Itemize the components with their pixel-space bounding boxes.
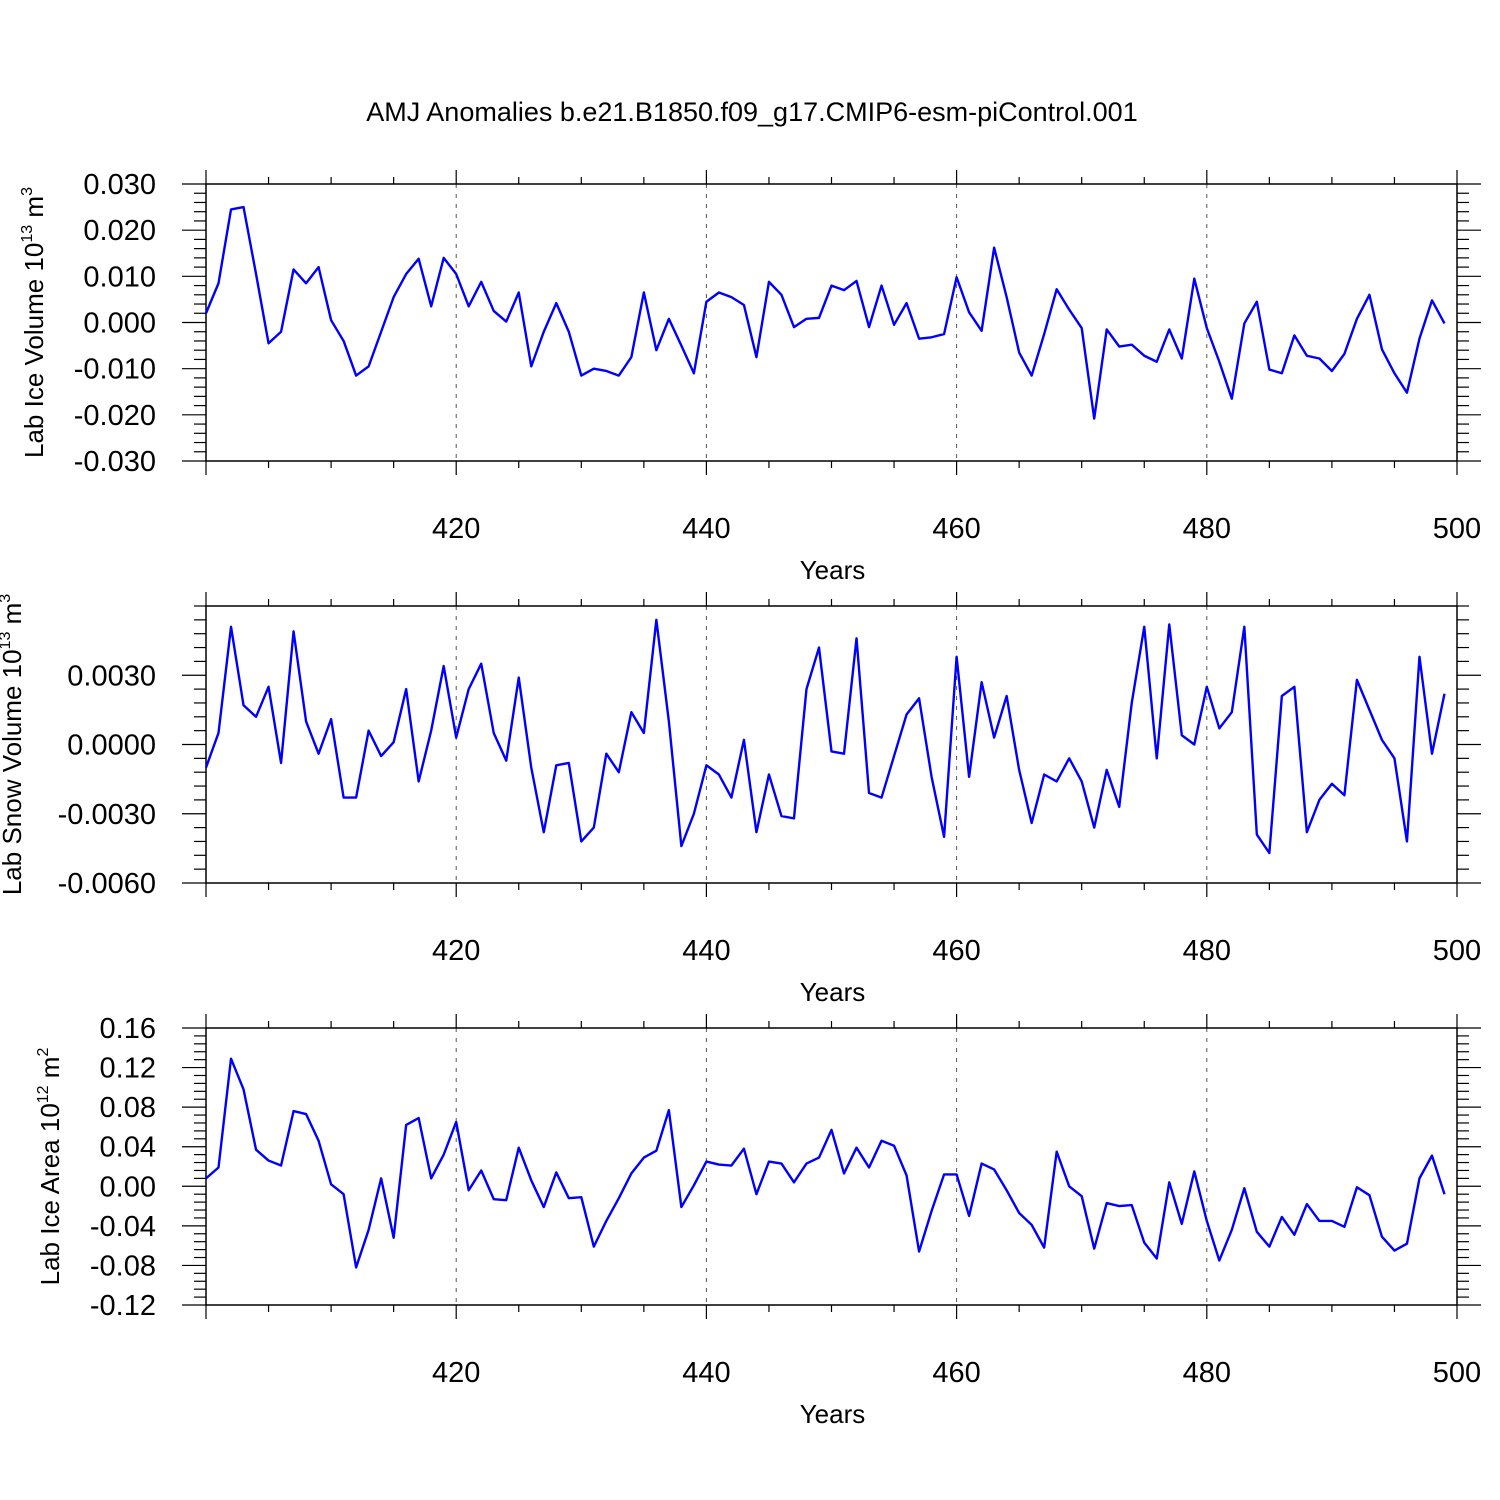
y-tick-label: -0.04 xyxy=(90,1211,156,1243)
x-axis-label: Years xyxy=(800,555,866,585)
plot-frame xyxy=(205,1027,1458,1306)
series-line xyxy=(204,205,1446,420)
y-tick-label: 0.12 xyxy=(100,1053,156,1085)
x-tick-label: 440 xyxy=(682,513,730,545)
y-axis-label: Lab Ice Area 1012 m2 xyxy=(35,1048,65,1286)
x-tick-label: 440 xyxy=(682,1357,730,1389)
x-axis-label: Years xyxy=(800,977,866,1007)
y-tick-label: 0.04 xyxy=(100,1132,156,1164)
x-axis-label: Years xyxy=(800,1399,866,1429)
y-tick-label: -0.08 xyxy=(90,1250,156,1282)
y-tick-label: 0.0030 xyxy=(67,660,156,692)
x-tick-label: 500 xyxy=(1433,935,1481,967)
x-tick-label: 420 xyxy=(432,513,480,545)
y-axis-label: Lab Ice Volume 1013 m3 xyxy=(19,187,49,458)
x-tick-label: 420 xyxy=(432,1357,480,1389)
y-tick-label: 0.08 xyxy=(100,1092,156,1124)
panel-2: 420 440 460 480 500 0.0030 0.0000 -0.0030 -0.006… xyxy=(0,592,1481,1007)
y-tick-label: 0.16 xyxy=(100,1013,156,1045)
plot-frame xyxy=(205,183,1458,462)
y-tick-label: -0.0030 xyxy=(58,799,156,831)
y-tick-label: -0.12 xyxy=(90,1290,156,1322)
y-tick-label: 0.010 xyxy=(83,261,156,293)
y-tick-label: 0.0000 xyxy=(67,730,156,762)
x-tick-label: 460 xyxy=(932,1357,980,1389)
y-tick-label: 0.030 xyxy=(83,169,156,201)
panel-3: 420 440 460 480 500 0.16 0.12 0.08 0.04 0.00 -0.04… xyxy=(35,1013,1481,1429)
x-tick-label: 440 xyxy=(682,935,730,967)
y-tick-label: 0.020 xyxy=(83,215,156,247)
x-tick-label: 500 xyxy=(1433,513,1481,545)
series-line xyxy=(204,618,1446,855)
chart-title: AMJ Anomalies b.e21.B1850.f09_g17.CMIP6-… xyxy=(366,97,1137,127)
y-tick-label: 0.00 xyxy=(100,1171,156,1203)
x-tick-label: 460 xyxy=(932,513,980,545)
series-line xyxy=(205,1057,1446,1269)
y-tick-label: -0.030 xyxy=(74,446,156,478)
x-tick-label: 480 xyxy=(1183,513,1231,545)
y-tick-label: -0.0060 xyxy=(58,868,156,900)
y-tick-label: -0.010 xyxy=(74,354,156,386)
x-tick-label: 480 xyxy=(1183,935,1231,967)
panel-1: 420 440 460 480 500 0.030 0.020 0.010 0.000 -0.01… xyxy=(19,169,1481,585)
x-tick-label: 500 xyxy=(1433,1357,1481,1389)
x-tick-label: 420 xyxy=(432,935,480,967)
x-tick-label: 460 xyxy=(932,935,980,967)
y-tick-label: -0.020 xyxy=(74,400,156,432)
x-tick-label: 480 xyxy=(1183,1357,1231,1389)
panels: 420 440 460 480 500 0.030 0.020 0.010 0.000 -0.01… xyxy=(0,169,1481,1429)
y-tick-label: 0.000 xyxy=(83,308,156,340)
y-axis-label: Lab Snow Volume 1013 m3 xyxy=(0,594,27,895)
